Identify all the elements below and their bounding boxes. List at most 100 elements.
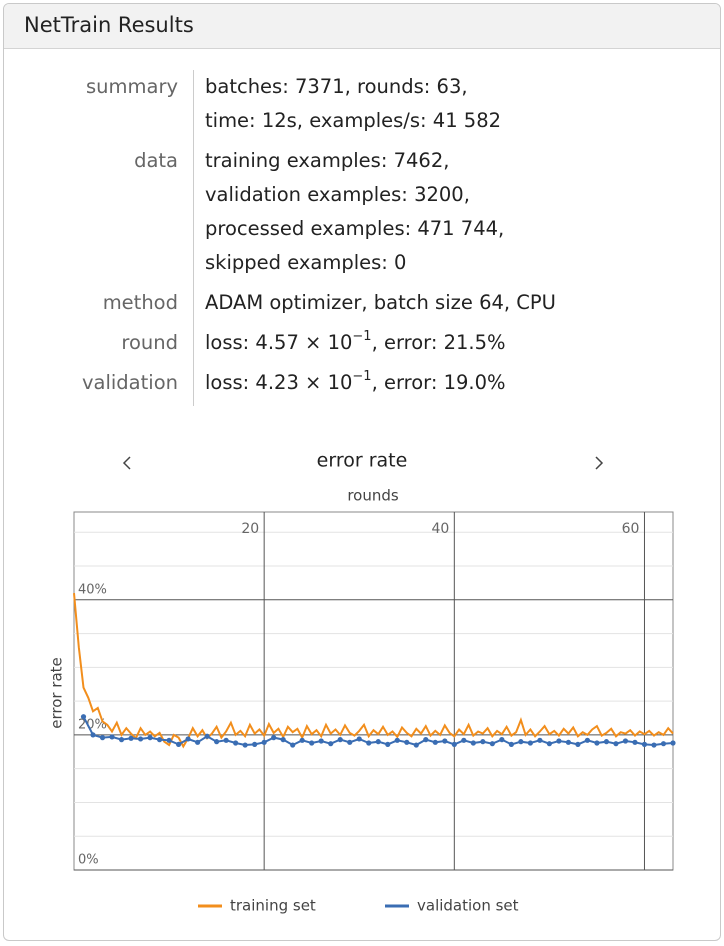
data-point: [537, 737, 543, 743]
row-value: loss: 4.57 × 10−1, error: 21.5%: [194, 326, 506, 366]
data-point: [356, 736, 362, 742]
y-tick-label: 0%: [78, 853, 99, 868]
row-value: batches: 7371, rounds: 63, time: 12s, exa…: [194, 70, 501, 144]
data-point: [670, 740, 676, 746]
value-line: time: 12s, examples/s: 41 582: [205, 109, 502, 132]
data-point: [660, 741, 667, 747]
data-point: [594, 740, 600, 746]
data-point: [195, 739, 201, 745]
data-point: [318, 738, 324, 744]
data-point: [451, 741, 457, 747]
row-label: validation: [4, 366, 194, 406]
summary-row: data training examples: 7462, validation e…: [4, 144, 720, 286]
summary-table: summary batches: 7371, rounds: 63, time: 1…: [4, 70, 720, 406]
data-point: [375, 739, 381, 745]
data-point: [137, 736, 144, 742]
data-point: [632, 739, 638, 745]
data-point: [166, 737, 172, 743]
data-point: [432, 739, 438, 745]
data-point: [252, 741, 258, 747]
data-point: [214, 739, 220, 745]
data-point: [603, 739, 610, 745]
value-text: , error: 21.5%: [371, 331, 506, 354]
exponent: −1: [352, 329, 372, 344]
row-value: training examples: 7462, validation examp…: [194, 144, 504, 286]
value-line: skipped examples: 0: [205, 251, 407, 274]
next-button[interactable]: [595, 456, 604, 470]
data-point: [156, 737, 163, 743]
value-line: loss: 4.57 × 10−1, error: 21.5%: [205, 326, 506, 360]
data-point: [271, 735, 277, 741]
row-label: data: [4, 144, 194, 286]
row-label: round: [4, 326, 194, 366]
value-text: loss: 4.57 × 10: [205, 331, 353, 354]
exponent: −1: [352, 369, 372, 384]
data-point: [622, 738, 629, 744]
data-point: [584, 737, 591, 743]
data-point: [556, 738, 562, 744]
data-point: [109, 734, 115, 740]
data-point: [204, 733, 210, 739]
row-value: loss: 4.23 × 10−1, error: 19.0%: [194, 366, 506, 406]
summary-row: round loss: 4.57 × 10−1, error: 21.5%: [4, 326, 720, 366]
data-point: [518, 739, 524, 745]
summary-row: method ADAM optimizer, batch size 64, CPU: [4, 286, 720, 326]
data-point: [613, 741, 619, 747]
data-point: [470, 740, 476, 746]
value-line: processed examples: 471 744,: [205, 217, 505, 240]
header: NetTrain Results: [4, 4, 720, 49]
x-tick-label: 20: [241, 521, 259, 537]
value-line: batches: 7371, rounds: 63,: [205, 75, 468, 98]
value-line: validation examples: 3200,: [205, 183, 470, 206]
title: NetTrain Results: [24, 13, 194, 37]
data-point: [261, 739, 267, 745]
data-point: [80, 714, 87, 720]
summary-row: summary batches: 7371, rounds: 63, time: 1…: [4, 70, 720, 144]
y-tick-label: 40%: [78, 582, 107, 597]
data-point: [147, 735, 153, 741]
data-point: [118, 737, 125, 743]
x-tick-label: 60: [622, 521, 640, 537]
prev-button[interactable]: [122, 456, 131, 470]
data-point: [280, 737, 286, 743]
chart-title: error rate: [317, 450, 408, 472]
data-point: [651, 742, 657, 748]
data-point: [90, 732, 96, 738]
data-point: [290, 742, 296, 748]
data-point: [404, 739, 410, 745]
data-point: [641, 741, 648, 747]
data-point: [508, 741, 514, 747]
data-point: [242, 742, 248, 748]
y-axis-label: error rate: [48, 657, 66, 729]
legend-label: training set: [230, 897, 316, 915]
value-line: loss: 4.23 × 10−1, error: 19.0%: [205, 366, 506, 400]
data-point: [480, 739, 486, 745]
row-value: ADAM optimizer, batch size 64, CPU: [194, 286, 556, 326]
data-point: [499, 737, 505, 743]
x-tick-label: 40: [431, 521, 449, 537]
value-line: ADAM optimizer, batch size 64, CPU: [205, 291, 556, 314]
plot-area: [73, 511, 674, 871]
data-point: [423, 737, 429, 743]
data-point: [575, 741, 581, 747]
data-point: [233, 740, 239, 746]
row-label: method: [4, 286, 194, 326]
data-point: [223, 737, 229, 743]
data-point: [328, 741, 334, 747]
summary-row: validation loss: 4.23 × 10−1, error: 19.0…: [4, 366, 720, 406]
legend-label: validation set: [417, 897, 519, 915]
data-point: [565, 739, 572, 745]
value-text: , error: 19.0%: [371, 371, 506, 394]
row-label: summary: [4, 70, 194, 144]
data-point: [413, 742, 419, 748]
value-line: training examples: 7462,: [205, 149, 450, 172]
data-point: [366, 740, 372, 746]
data-point: [299, 737, 305, 743]
data-point: [309, 740, 315, 746]
data-point: [442, 738, 448, 744]
data-point: [461, 737, 467, 743]
data-point: [489, 741, 495, 747]
data-point: [546, 741, 552, 747]
